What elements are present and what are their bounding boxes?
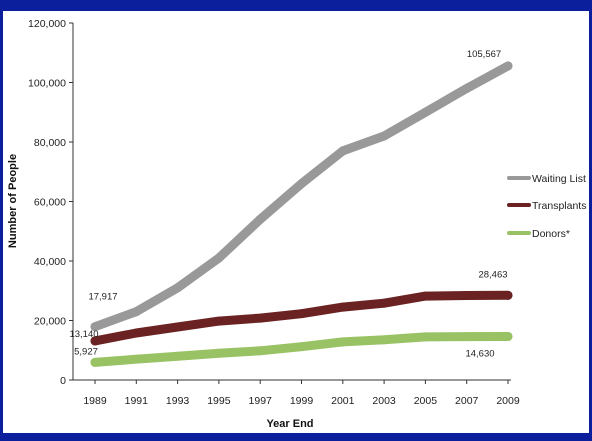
data-label: 13,140 [69, 329, 98, 340]
data-point [503, 290, 513, 300]
data-point [173, 351, 183, 361]
y-tick-label: 100,000 [28, 78, 66, 90]
data-label: 28,463 [478, 269, 507, 280]
legend-label: Donors* [532, 228, 570, 240]
data-point [173, 322, 183, 332]
data-point [420, 107, 430, 117]
data-point [173, 283, 183, 293]
data-point [379, 335, 389, 345]
y-tick-label: 80,000 [34, 137, 66, 149]
data-point [131, 307, 141, 317]
y-tick-label: 120,000 [28, 18, 66, 30]
data-point [214, 253, 224, 263]
data-point [338, 302, 348, 312]
data-point [462, 332, 472, 342]
x-tick-label: 1999 [290, 395, 314, 407]
y-tick-label: 0 [60, 375, 66, 387]
x-tick-label: 1993 [166, 395, 190, 407]
data-point [503, 331, 513, 341]
x-tick-label: 2009 [496, 395, 520, 407]
x-tick-label: 2007 [455, 395, 479, 407]
x-tick-label: 2003 [372, 395, 396, 407]
x-tick-label: 2001 [331, 395, 355, 407]
right-frame-bar [589, 11, 592, 433]
data-point [131, 328, 141, 338]
data-point [131, 354, 141, 364]
left-frame-bar [0, 11, 3, 433]
data-point [297, 309, 306, 319]
legend-label: Transplants [532, 200, 586, 212]
x-axis-title: Year End [266, 418, 313, 430]
x-tick-label: 1991 [125, 395, 149, 407]
bottom-frame-bar [0, 433, 592, 441]
data-label: 105,567 [467, 49, 501, 60]
top-frame-bar [0, 0, 592, 11]
data-point [420, 332, 430, 342]
data-point [338, 337, 348, 347]
x-tick-label: 1997 [249, 395, 273, 407]
y-tick-label: 60,000 [34, 197, 66, 209]
y-tick-label: 20,000 [34, 316, 66, 328]
data-point [379, 131, 389, 141]
data-point [420, 291, 430, 301]
data-point [462, 291, 472, 301]
x-tick-label: 1989 [83, 395, 107, 407]
y-tick-label: 40,000 [34, 256, 66, 268]
x-tick-label: 1995 [207, 395, 231, 407]
data-point [462, 83, 472, 93]
data-point [90, 357, 100, 367]
legend-label: Waiting List [532, 173, 586, 185]
data-point [297, 342, 306, 352]
data-point [255, 346, 265, 356]
data-point [255, 313, 265, 323]
data-label: 5,927 [74, 346, 98, 357]
data-label: 17,917 [88, 292, 117, 303]
data-point [255, 214, 265, 224]
series-line-0 [90, 61, 513, 332]
data-point [214, 316, 224, 326]
data-point [379, 298, 389, 308]
data-point [503, 61, 513, 71]
data-point [214, 348, 224, 358]
data-point [297, 179, 306, 189]
data-point [90, 336, 100, 346]
data-point [338, 146, 348, 156]
y-axis-title: Number of People [7, 154, 19, 248]
data-label: 14,630 [465, 348, 494, 359]
data-point [90, 322, 100, 332]
x-tick-label: 2005 [414, 395, 438, 407]
